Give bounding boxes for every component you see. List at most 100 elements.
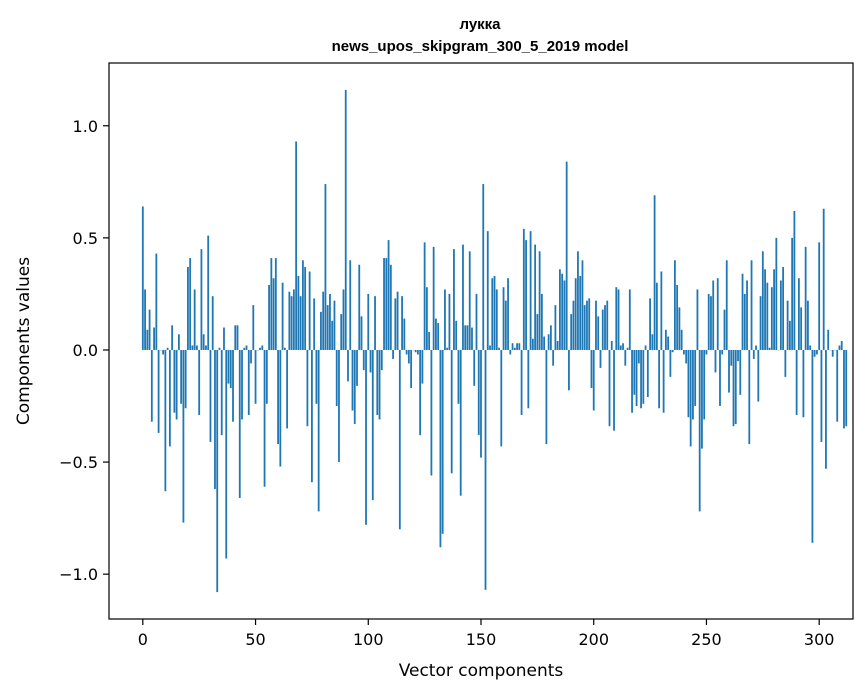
bar-249 (703, 349, 706, 420)
bar-14 (173, 349, 176, 413)
y-tick-label-2: 0.0 (73, 341, 98, 360)
bar-82 (326, 305, 329, 350)
bar-274 (759, 296, 762, 350)
bar-250 (705, 349, 708, 355)
bar-254 (714, 349, 717, 373)
bar-302 (822, 208, 825, 350)
bar-223 (644, 345, 647, 350)
x-tick-label-5: 250 (691, 630, 722, 649)
bar-221 (640, 349, 642, 409)
bar-131 (437, 323, 440, 350)
bar-273 (757, 349, 760, 402)
bar-205 (604, 305, 606, 350)
bar-126 (425, 287, 428, 350)
bar-191 (572, 300, 575, 350)
bar-278 (768, 347, 771, 350)
bar-301 (820, 349, 823, 442)
bar-20 (187, 267, 189, 350)
bar-103 (374, 296, 376, 350)
bar-148 (475, 293, 478, 350)
bar-41 (234, 325, 237, 350)
x-tick-label-3: 150 (466, 630, 497, 649)
y-tick-label-1: −0.5 (59, 453, 98, 472)
bar-304 (827, 329, 830, 350)
bar-136 (448, 293, 451, 350)
bar-172 (529, 231, 532, 350)
bar-180 (547, 334, 550, 350)
bar-186 (561, 273, 564, 350)
bar-284 (782, 267, 785, 350)
bar-49 (252, 305, 255, 350)
x-axis-ticks: 0 50 100 150 200 250 300 (138, 619, 834, 649)
bar-236 (673, 260, 676, 350)
bar-60 (277, 349, 279, 445)
bar-187 (563, 280, 566, 350)
bar-222 (642, 349, 645, 404)
bar-199 (590, 349, 593, 389)
bar-110 (389, 264, 392, 350)
bar-300 (818, 242, 821, 350)
bar-13 (171, 325, 174, 350)
y-axis-label: Components values (14, 257, 34, 425)
bar-194 (579, 275, 582, 350)
bar-88 (340, 314, 343, 350)
bar-161 (504, 300, 507, 350)
bar-4 (150, 349, 153, 422)
chart-title: лукка (459, 16, 501, 33)
bar-312 (845, 349, 848, 427)
bar-55 (265, 349, 268, 404)
x-tick-label-2: 100 (353, 630, 384, 649)
bar-190 (570, 314, 573, 350)
bar-241 (685, 349, 688, 364)
bar-181 (549, 325, 552, 350)
bar-162 (507, 278, 509, 350)
bar-66 (290, 296, 293, 350)
bar-86 (335, 349, 338, 407)
bar-53 (261, 345, 264, 350)
bar-118 (407, 349, 410, 364)
bar-174 (534, 244, 537, 350)
bar-279 (770, 287, 773, 350)
bar-57 (270, 258, 273, 350)
bar-123 (419, 349, 422, 436)
bar-17 (180, 349, 183, 404)
x-axis-label: Vector components (399, 661, 564, 681)
bar-268 (746, 280, 748, 350)
bar-143 (464, 325, 467, 350)
bar-288 (791, 237, 794, 350)
bar-133 (441, 349, 444, 534)
bar-38 (227, 349, 230, 384)
bar-237 (676, 284, 679, 350)
bar-154 (489, 345, 491, 350)
bar-168 (520, 349, 523, 415)
bar-272 (755, 345, 757, 350)
bar-230 (660, 271, 663, 350)
bar-286 (786, 300, 789, 350)
bar-192 (574, 278, 577, 350)
bar-271 (752, 349, 755, 359)
bar-296 (809, 345, 812, 350)
bar-224 (646, 349, 649, 398)
bar-265 (739, 349, 742, 395)
bar-267 (743, 293, 746, 350)
bar-183 (554, 305, 557, 350)
bar-275 (761, 251, 764, 350)
bar-306 (831, 349, 834, 357)
bar-21 (189, 258, 192, 350)
bar-18 (182, 349, 185, 523)
bar-62 (281, 282, 284, 350)
bar-280 (773, 269, 775, 350)
bar-213 (622, 343, 624, 350)
bar-89 (342, 289, 345, 350)
bar-233 (667, 336, 670, 350)
x-tick-label-1: 50 (245, 630, 265, 649)
bar-128 (430, 349, 433, 476)
bar-295 (807, 300, 809, 350)
bar-80 (322, 291, 325, 350)
bar-30 (209, 349, 212, 442)
bar-234 (669, 349, 672, 377)
bar-155 (491, 278, 494, 350)
bar-251 (707, 293, 710, 350)
bar-261 (730, 349, 733, 366)
bar-203 (599, 349, 602, 368)
